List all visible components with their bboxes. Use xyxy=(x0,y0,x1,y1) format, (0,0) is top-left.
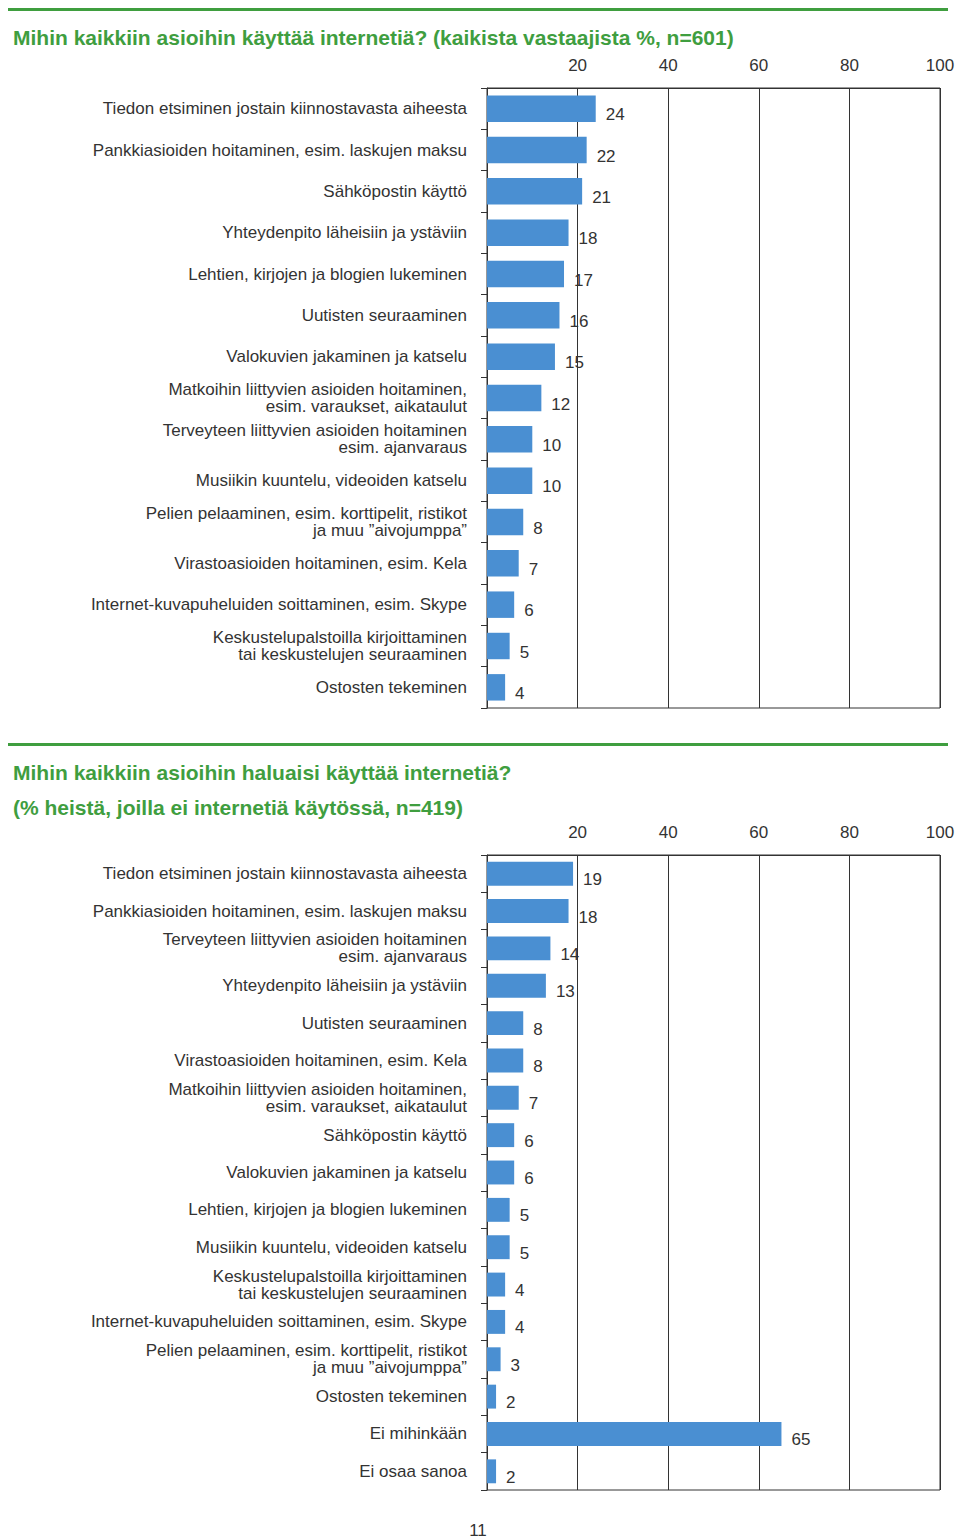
svg-text:Valokuvien jakaminen ja katsel: Valokuvien jakaminen ja katselu xyxy=(226,1163,467,1182)
svg-text:13: 13 xyxy=(556,982,575,1001)
svg-text:100: 100 xyxy=(926,823,954,842)
svg-text:8: 8 xyxy=(533,519,542,538)
svg-text:14: 14 xyxy=(560,945,579,964)
svg-text:6: 6 xyxy=(524,601,533,620)
svg-text:6: 6 xyxy=(524,1132,533,1151)
svg-text:Tiedon etsiminen jostain kiinn: Tiedon etsiminen jostain kiinnostavasta … xyxy=(103,864,468,883)
svg-text:Pelien pelaaminen, esim. kortt: Pelien pelaaminen, esim. korttipelit, ri… xyxy=(145,1341,467,1361)
svg-text:Ostosten tekeminen: Ostosten tekeminen xyxy=(316,1387,467,1406)
svg-text:Mihin kaikkiin asioihin käyttä: Mihin kaikkiin asioihin käyttää internet… xyxy=(13,26,734,49)
svg-text:Uutisten seuraaminen: Uutisten seuraaminen xyxy=(302,306,467,325)
svg-text:tai keskustelujen seuraaminen: tai keskustelujen seuraaminen xyxy=(238,1284,467,1303)
svg-text:Terveyteen liittyvien asioiden: Terveyteen liittyvien asioiden hoitamine… xyxy=(162,421,467,441)
svg-text:esim. varaukset, aikataulut: esim. varaukset, aikataulut xyxy=(266,397,468,416)
svg-text:18: 18 xyxy=(579,229,598,248)
svg-text:esim. varaukset, aikataulut: esim. varaukset, aikataulut xyxy=(266,1097,468,1116)
svg-text:17: 17 xyxy=(574,271,593,290)
svg-text:21: 21 xyxy=(592,188,611,207)
svg-text:20: 20 xyxy=(568,823,587,842)
svg-text:Tiedon etsiminen jostain kiinn: Tiedon etsiminen jostain kiinnostavasta … xyxy=(103,99,468,118)
svg-text:Matkoihin liittyvien asioiden: Matkoihin liittyvien asioiden hoitaminen… xyxy=(168,1079,467,1099)
svg-text:65: 65 xyxy=(791,1430,810,1449)
svg-text:8: 8 xyxy=(533,1057,542,1076)
svg-text:Sähköpostin käyttö: Sähköpostin käyttö xyxy=(323,182,467,201)
svg-text:Sähköpostin käyttö: Sähköpostin käyttö xyxy=(323,1126,467,1145)
svg-text:60: 60 xyxy=(749,56,768,75)
svg-text:12: 12 xyxy=(551,395,570,414)
svg-text:3: 3 xyxy=(511,1356,520,1375)
svg-text:5: 5 xyxy=(520,1244,529,1263)
svg-text:7: 7 xyxy=(529,560,538,579)
svg-text:Musiikin kuuntelu, videoiden k: Musiikin kuuntelu, videoiden katselu xyxy=(196,1238,467,1257)
svg-text:40: 40 xyxy=(659,823,678,842)
svg-text:Yhteydenpito läheisiin ja ystä: Yhteydenpito läheisiin ja ystäviin xyxy=(222,976,467,995)
svg-text:4: 4 xyxy=(515,684,524,703)
svg-text:esim. ajanvaraus: esim. ajanvaraus xyxy=(338,438,467,457)
svg-text:Keskustelupalstoilla kirjoitta: Keskustelupalstoilla kirjoittaminen xyxy=(212,1266,467,1286)
svg-text:Pankkiasioiden hoitaminen, esi: Pankkiasioiden hoitaminen, esim. laskuje… xyxy=(93,902,467,921)
svg-text:20: 20 xyxy=(568,56,587,75)
svg-text:Lehtien, kirjojen ja blogien l: Lehtien, kirjojen ja blogien lukeminen xyxy=(188,1200,467,1219)
svg-text:ja muu ”aivojumppa”: ja muu ”aivojumppa” xyxy=(312,521,467,540)
svg-text:100: 100 xyxy=(926,56,954,75)
svg-text:Lehtien, kirjojen ja blogien l: Lehtien, kirjojen ja blogien lukeminen xyxy=(188,265,467,284)
svg-text:40: 40 xyxy=(659,56,678,75)
svg-text:2: 2 xyxy=(506,1393,515,1412)
svg-text:Internet-kuvapuheluiden soitta: Internet-kuvapuheluiden soittaminen, esi… xyxy=(91,1312,467,1331)
svg-text:Virastoasioiden hoitaminen, es: Virastoasioiden hoitaminen, esim. Kela xyxy=(174,1051,467,1070)
svg-text:Matkoihin liittyvien asioiden: Matkoihin liittyvien asioiden hoitaminen… xyxy=(168,380,467,399)
svg-text:4: 4 xyxy=(515,1318,524,1337)
svg-text:16: 16 xyxy=(569,312,588,331)
svg-text:Yhteydenpito läheisiin ja ystä: Yhteydenpito läheisiin ja ystäviin xyxy=(222,223,467,242)
svg-text:Virastoasioiden hoitaminen, es: Virastoasioiden hoitaminen, esim. Kela xyxy=(174,554,467,573)
svg-text:Pelien pelaaminen, esim. kortt: Pelien pelaaminen, esim. korttipelit, ri… xyxy=(145,504,467,523)
svg-text:Internet-kuvapuheluiden soitta: Internet-kuvapuheluiden soittaminen, esi… xyxy=(91,595,467,614)
svg-text:15: 15 xyxy=(565,353,584,372)
svg-text:4: 4 xyxy=(515,1281,524,1300)
svg-text:11: 11 xyxy=(469,1521,487,1539)
svg-text:esim. ajanvaraus: esim. ajanvaraus xyxy=(338,947,467,966)
svg-text:10: 10 xyxy=(542,436,561,455)
svg-text:80: 80 xyxy=(840,823,859,842)
svg-text:ja muu ”aivojumppa”: ja muu ”aivojumppa” xyxy=(312,1358,467,1377)
svg-text:6: 6 xyxy=(524,1169,533,1188)
svg-text:Ei osaa sanoa: Ei osaa sanoa xyxy=(359,1462,467,1481)
svg-text:Ostosten tekeminen: Ostosten tekeminen xyxy=(316,678,467,697)
svg-text:2: 2 xyxy=(506,1468,515,1487)
svg-text:Mihin kaikkiin asioihin haluai: Mihin kaikkiin asioihin haluaisi käyttää… xyxy=(13,761,511,784)
svg-text:Pankkiasioiden hoitaminen, esi: Pankkiasioiden hoitaminen, esim. laskuje… xyxy=(93,141,467,160)
svg-text:Musiikin kuuntelu, videoiden k: Musiikin kuuntelu, videoiden katselu xyxy=(196,471,467,490)
svg-text:7: 7 xyxy=(529,1094,538,1113)
svg-text:5: 5 xyxy=(520,1206,529,1225)
svg-text:5: 5 xyxy=(520,643,529,662)
svg-text:19: 19 xyxy=(583,870,602,889)
svg-text:8: 8 xyxy=(533,1020,542,1039)
svg-text:Keskustelupalstoilla kirjoitta: Keskustelupalstoilla kirjoittaminen xyxy=(212,628,467,647)
svg-text:Valokuvien jakaminen ja katsel: Valokuvien jakaminen ja katselu xyxy=(226,347,467,366)
svg-text:60: 60 xyxy=(749,823,768,842)
svg-text:80: 80 xyxy=(840,56,859,75)
svg-text:Terveyteen liittyvien asioiden: Terveyteen liittyvien asioiden hoitamine… xyxy=(162,930,467,950)
svg-text:Ei mihinkään: Ei mihinkään xyxy=(370,1424,467,1443)
svg-text:(% heistä, joilla ei interneti: (% heistä, joilla ei internetiä käytössä… xyxy=(13,796,463,819)
svg-text:18: 18 xyxy=(579,908,598,927)
svg-text:24: 24 xyxy=(606,105,625,124)
svg-text:22: 22 xyxy=(597,147,616,166)
svg-text:10: 10 xyxy=(542,477,561,496)
svg-text:tai keskustelujen seuraaminen: tai keskustelujen seuraaminen xyxy=(238,645,467,664)
svg-text:Uutisten seuraaminen: Uutisten seuraaminen xyxy=(302,1014,467,1033)
